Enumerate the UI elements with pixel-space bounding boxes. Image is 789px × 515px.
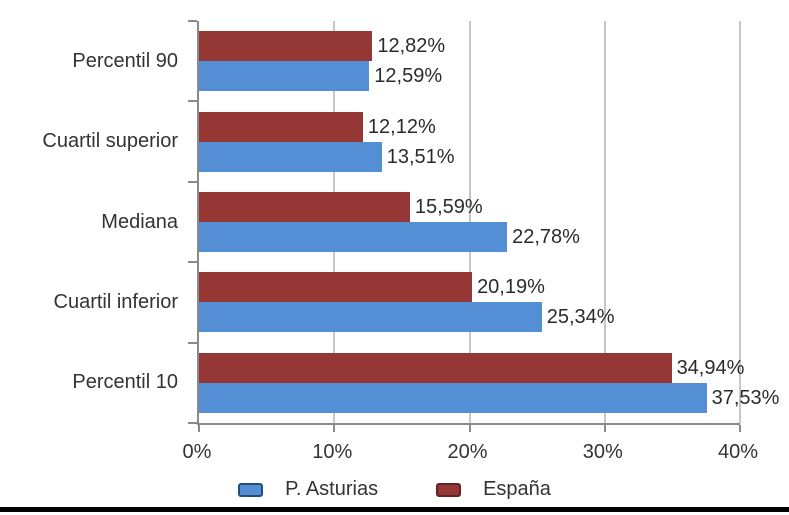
x-tick-label: 10% [312, 441, 353, 463]
x-tick-label: 40% [717, 441, 759, 463]
bar-row: 13,51% [199, 141, 740, 172]
category-label: Percentil 90 [72, 49, 178, 72]
gridline [603, 21, 606, 423]
y-axis-tick [188, 341, 197, 344]
data-label: 25,34% [546, 306, 615, 329]
data-label: 20,19% [477, 276, 545, 299]
bar-row: 12,59% [199, 61, 740, 92]
category-label: Percentil 10 [72, 371, 178, 394]
x-axis-tick [603, 425, 606, 432]
category-band: 34,94% 37,53% [199, 343, 779, 423]
bar-row: 15,59% [199, 192, 740, 223]
bar-row: 34,94% [199, 352, 744, 383]
category-label: Cuartil inferior [53, 290, 178, 313]
bar-espana [199, 352, 672, 383]
bar-espana [199, 111, 363, 142]
bar-p-asturias [199, 302, 542, 333]
plot-area: 12,82% 12,59% 12,12% 13,51% 15,59% 22,78% 20,1… [188, 20, 779, 432]
x-axis-tick [198, 425, 200, 432]
data-label: 34,94% [676, 356, 745, 379]
x-tick-label: 20% [447, 441, 488, 463]
bar-row: 37,53% [199, 382, 779, 413]
x-axis-tick [739, 425, 741, 432]
x-axis-tick [333, 425, 336, 432]
category-labels: Percentil 90 Cuartil superior Mediana Cuart… [0, 21, 182, 423]
x-axis-labels: 0% 10% 20% 30% 40% [183, 441, 758, 465]
bar-row: 22,78% [199, 222, 740, 253]
bar-row: 20,19% [199, 272, 740, 303]
y-axis-tick [188, 20, 197, 22]
data-label: 37,53% [711, 386, 780, 409]
legend-item-espana: España [436, 478, 551, 501]
data-label: 15,59% [414, 196, 483, 219]
bar-p-asturias [199, 222, 508, 253]
data-label: 12,12% [367, 115, 436, 138]
category-band: 15,59% 22,78% [199, 182, 740, 262]
category-band: 12,82% 12,59% [199, 21, 740, 101]
bar-p-asturias [199, 141, 382, 172]
bar-row: 12,12% [199, 111, 740, 142]
x-tick-label: 0% [182, 441, 212, 463]
y-axis-tick [188, 422, 197, 424]
bar-espana [199, 192, 410, 223]
y-axis-tick [188, 261, 197, 264]
bar-p-asturias [199, 382, 707, 413]
category-band: 20,19% 25,34% [199, 262, 740, 342]
bar-bands: 12,82% 12,59% 12,12% 13,51% 15,59% 22,78% 20,1… [199, 21, 779, 423]
data-label: 22,78% [512, 226, 580, 249]
bar-p-asturias [199, 61, 370, 92]
data-label: 12,59% [374, 65, 443, 88]
bottom-border-strip [0, 507, 789, 512]
legend-label: España [483, 478, 551, 500]
y-axis-tick [188, 180, 197, 183]
legend-label: P. Asturias [285, 478, 379, 500]
category-label: Cuartil superior [42, 130, 178, 153]
legend: P. Asturias España [0, 478, 789, 501]
legend-swatch-espana [436, 482, 462, 497]
legend-item-p-asturias: P. Asturias [238, 478, 378, 501]
bar-row: 12,82% [199, 31, 740, 62]
bar-row: 25,34% [199, 302, 740, 333]
bar-espana [199, 31, 373, 62]
x-axis-tick [468, 425, 471, 432]
x-tick-label: 30% [582, 441, 623, 463]
legend-swatch-p-asturias [238, 482, 264, 497]
gridline [468, 21, 471, 423]
data-label: 13,51% [386, 145, 455, 168]
data-label: 12,82% [377, 35, 446, 58]
category-label: Mediana [101, 210, 178, 233]
y-axis-tick [188, 100, 197, 103]
gridline [739, 21, 741, 423]
bar-espana [199, 272, 473, 303]
category-band: 12,12% 13,51% [199, 101, 740, 181]
